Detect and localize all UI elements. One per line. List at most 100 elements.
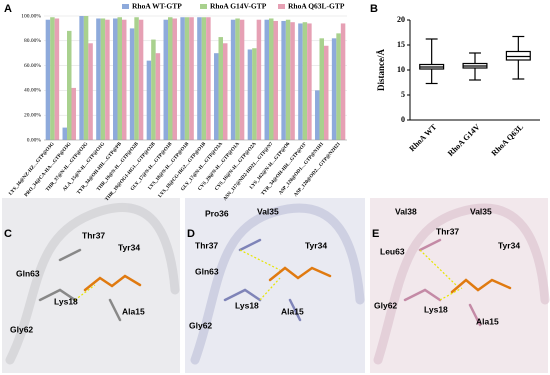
residue-label: Gly62 xyxy=(374,300,397,310)
y-tick-label: 0 xyxy=(401,115,405,124)
bar xyxy=(163,19,169,140)
y-tick-label: 40.00% xyxy=(24,88,41,94)
residue-label: Ala15 xyxy=(122,306,145,316)
bar xyxy=(336,33,341,140)
bar xyxy=(79,16,84,140)
bar xyxy=(239,19,245,140)
bar xyxy=(168,17,173,141)
bar xyxy=(285,19,291,140)
residue-label: Tyr34 xyxy=(118,242,140,252)
bar xyxy=(214,53,219,141)
legend-swatch xyxy=(278,4,285,9)
bar xyxy=(269,18,274,141)
bar xyxy=(134,17,139,141)
hbonds xyxy=(74,249,463,301)
bar xyxy=(88,43,93,140)
bar xyxy=(45,19,51,140)
bar xyxy=(151,39,156,141)
bar xyxy=(222,43,228,140)
bar xyxy=(323,45,329,141)
residue-label: Lys18 xyxy=(54,296,78,306)
legend-swatch xyxy=(122,4,129,9)
residue-label: Gly62 xyxy=(189,320,212,330)
bar xyxy=(180,17,185,141)
panel-label: E xyxy=(372,228,379,240)
ligand-sticks xyxy=(38,238,512,327)
bar xyxy=(206,17,211,141)
bar xyxy=(331,38,337,140)
residue-label: Lys18 xyxy=(424,304,448,314)
residue-label: Leu63 xyxy=(380,246,405,256)
bar xyxy=(290,22,295,141)
bar xyxy=(273,20,278,140)
bar xyxy=(50,17,55,141)
bar xyxy=(189,17,194,141)
bar xyxy=(302,22,308,141)
y-tick-label: 10 xyxy=(397,65,405,74)
bar xyxy=(129,28,135,140)
residue-label: Val35 xyxy=(470,206,492,216)
bar xyxy=(117,17,122,141)
y-tick-label: 100.00% xyxy=(21,13,41,19)
bar xyxy=(247,49,253,141)
y-tick-label: 15 xyxy=(397,40,405,49)
bar xyxy=(340,23,346,140)
residue-label: Val38 xyxy=(395,206,417,216)
bar xyxy=(172,18,177,141)
bar xyxy=(218,37,223,140)
panel-label: D xyxy=(187,228,195,240)
bar xyxy=(298,23,303,140)
bar xyxy=(62,127,68,140)
y-tick-label: 60.00% xyxy=(24,63,41,69)
box xyxy=(505,50,531,61)
y-axis-title: Distance/Å xyxy=(376,49,386,91)
residue-label: Thr37 xyxy=(82,230,105,240)
y-tick-label: 5 xyxy=(401,90,405,99)
residue-label: Gly62 xyxy=(10,324,33,334)
y-tick-label: 0.00% xyxy=(27,137,42,143)
residue-label: Ala15 xyxy=(476,316,499,326)
legend-label: RhoA WT-GTP xyxy=(132,2,182,11)
ribbons xyxy=(5,202,550,365)
bar xyxy=(281,20,286,140)
legend-label: RhoA G14V-GTP xyxy=(210,2,267,11)
residue-label: Thr37 xyxy=(436,226,459,236)
bar xyxy=(105,19,110,140)
y-tick-label: 80.00% xyxy=(24,38,41,44)
bar xyxy=(252,48,257,140)
bar xyxy=(307,23,312,140)
residue-label: Pro36 xyxy=(205,208,229,218)
panel-label: A xyxy=(4,3,12,15)
residue-label: Ala15 xyxy=(281,306,304,316)
bar xyxy=(319,38,324,140)
bar xyxy=(96,18,101,141)
legend-swatch xyxy=(200,4,207,9)
bar xyxy=(235,18,240,141)
residue-label: Gln63 xyxy=(16,268,40,278)
residue-label: Tyr34 xyxy=(498,240,520,250)
bar xyxy=(67,30,72,141)
bar xyxy=(138,19,144,140)
bar xyxy=(100,18,106,141)
bar xyxy=(315,90,320,140)
bar xyxy=(155,53,161,141)
residue-label: Thr37 xyxy=(195,240,218,250)
bar xyxy=(264,19,270,140)
bar xyxy=(54,18,60,141)
bar xyxy=(201,17,207,141)
y-tick-label: 20 xyxy=(397,15,405,24)
bar xyxy=(71,87,76,140)
bar xyxy=(230,19,236,140)
residue-label: Lys18 xyxy=(235,300,259,310)
legend-label: RhoA Q63L-GTP xyxy=(288,2,345,11)
bar xyxy=(146,60,152,140)
panel-label: C xyxy=(4,228,12,240)
bar xyxy=(113,18,118,141)
y-tick-label: 20.00% xyxy=(24,112,41,118)
bar xyxy=(83,16,89,140)
panel-label: B xyxy=(370,3,378,15)
residue-label: Tyr34 xyxy=(305,240,327,250)
residue-label: Val35 xyxy=(257,206,279,216)
bar xyxy=(197,17,202,141)
